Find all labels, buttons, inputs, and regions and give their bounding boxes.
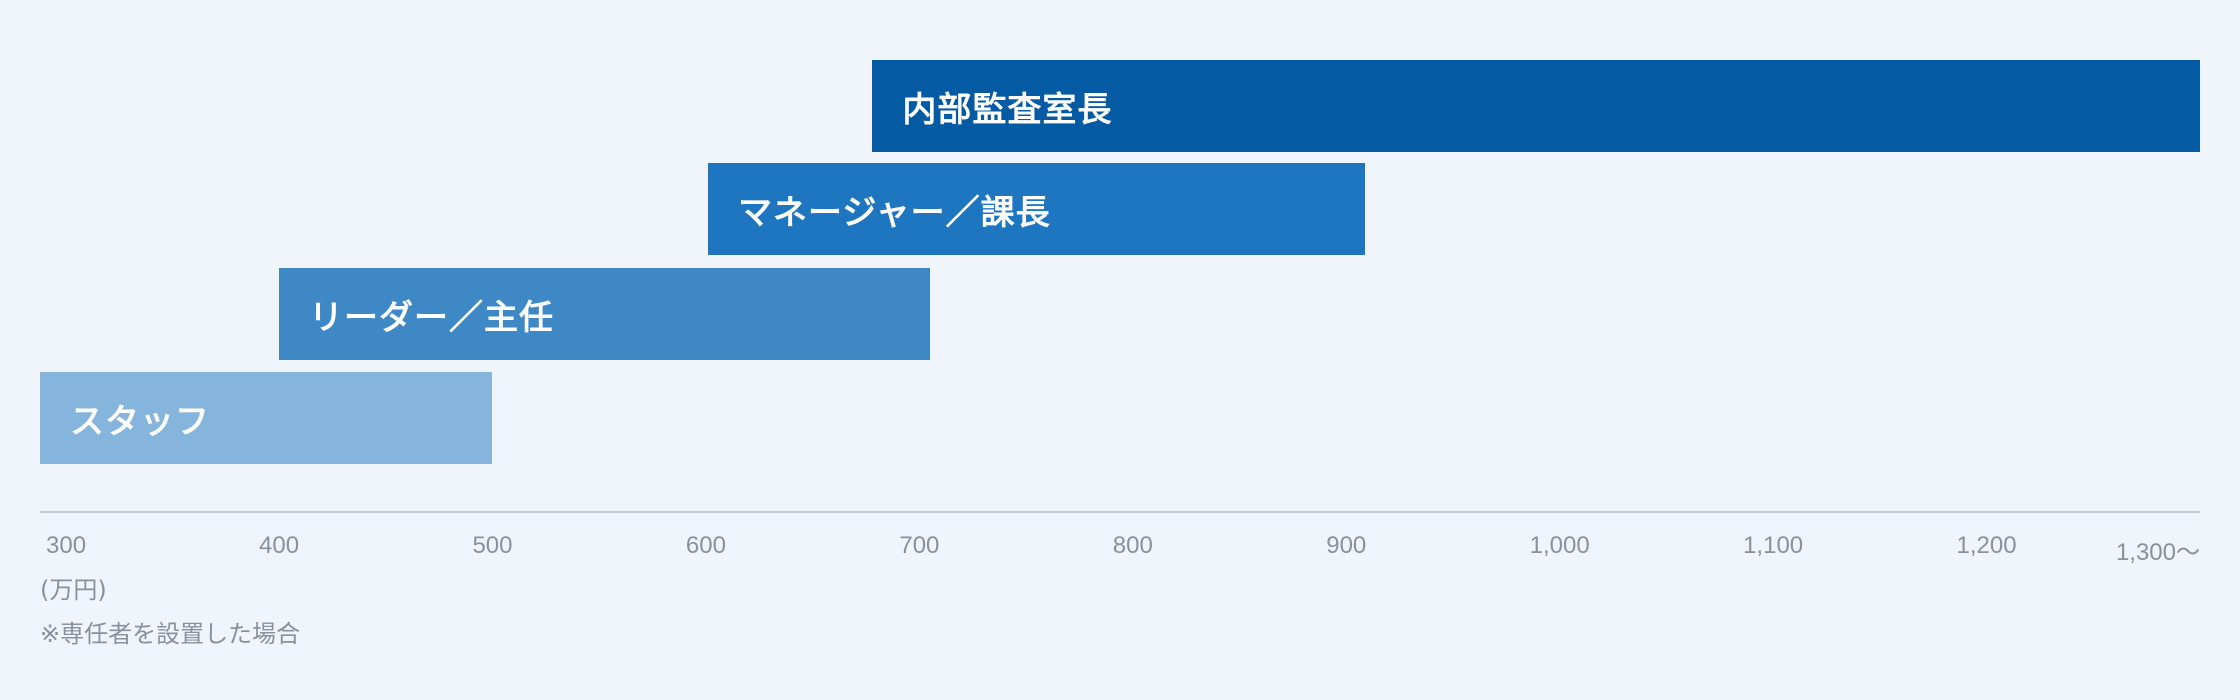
bar-label: 内部監査室長: [902, 89, 1113, 130]
x-axis-line: [40, 511, 2200, 513]
x-tick-label: 800: [1112, 532, 1153, 559]
x-tick-label: 700: [899, 532, 940, 559]
x-tick-label: 900: [1326, 532, 1367, 559]
x-tick-label: 1,000: [1529, 532, 1590, 559]
x-tick-label: 1,100: [1743, 532, 1804, 559]
x-tick-label: 1,300〜: [2115, 539, 2200, 566]
x-tick-label: 300: [46, 532, 87, 559]
unit-label: (万円): [40, 576, 107, 604]
bar-1: マネージャー／課長: [708, 163, 1366, 255]
x-tick-label: 600: [685, 532, 726, 559]
bar-label: スタッフ: [70, 401, 210, 442]
footnote: ※専任者を設置した場合: [40, 620, 301, 648]
bar-label: リーダー／主任: [309, 297, 555, 338]
bar-3: スタッフ: [40, 372, 493, 464]
bar-0: 内部監査室長: [872, 60, 2200, 152]
x-tick-label: 500: [472, 532, 513, 559]
x-tick-label: 400: [259, 532, 300, 559]
x-tick-label: 1,200: [1956, 532, 2017, 559]
bar-label: マネージャー／課長: [738, 192, 1051, 233]
bar-2: リーダー／主任: [279, 268, 931, 360]
